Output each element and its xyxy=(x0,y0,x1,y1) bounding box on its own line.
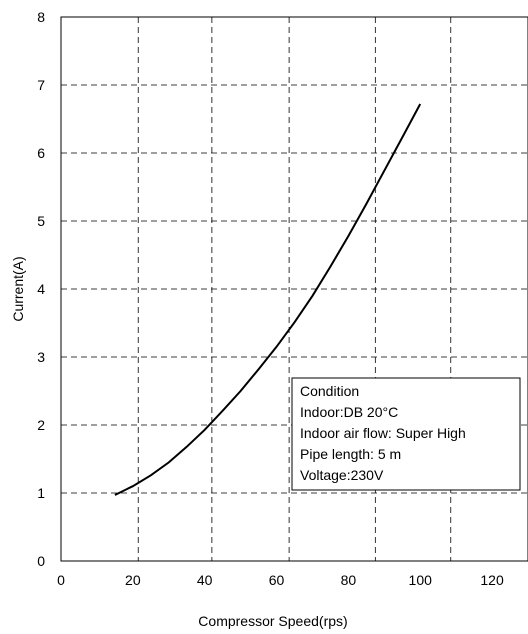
y-tick-label-0: 0 xyxy=(37,553,45,569)
x-tick-label-0: 0 xyxy=(57,572,65,588)
legend-lines: Condition Indoor:DB 20°C Indoor air flow: … xyxy=(300,383,466,483)
y-axis-label: Current(A) xyxy=(10,256,26,321)
y-tick-label-8: 8 xyxy=(37,9,45,25)
x-tick-label-4: 80 xyxy=(341,572,357,588)
y-tick-label-1: 1 xyxy=(37,485,45,501)
x-axis-label: Compressor Speed(rps) xyxy=(198,613,347,629)
x-tick-label-1: 20 xyxy=(125,572,141,588)
legend-rect xyxy=(291,377,521,491)
plot-frame xyxy=(60,16,528,562)
y-tick-label-6: 6 xyxy=(37,145,45,161)
legend-line-2: Indoor air flow: Super High xyxy=(300,425,466,441)
y-tick-label-2: 2 xyxy=(37,417,45,433)
x-tick-label-5: 100 xyxy=(409,572,433,588)
y-tick-label-4: 4 xyxy=(37,281,45,297)
tick-layer: 0 20 40 60 80 100 120 0 1 2 3 4 5 6 7 8 xyxy=(37,9,504,588)
series-line xyxy=(114,103,422,496)
y-tick-label-3: 3 xyxy=(37,349,45,365)
legend-line-1: Indoor:DB 20°C xyxy=(300,404,398,420)
legend-line-4: Voltage:230V xyxy=(300,467,384,483)
y-tick-label-5: 5 xyxy=(37,213,45,229)
x-tick-label-3: 60 xyxy=(269,572,285,588)
x-tick-label-2: 40 xyxy=(197,572,213,588)
x-tick-label-6: 120 xyxy=(480,572,504,588)
y-tick-label-7: 7 xyxy=(37,77,45,93)
legend-line-0: Condition xyxy=(300,383,359,399)
legend-line-3: Pipe length: 5 m xyxy=(300,446,401,462)
legend-box: Condition Indoor:DB 20°C Indoor air flow: … xyxy=(291,377,521,491)
